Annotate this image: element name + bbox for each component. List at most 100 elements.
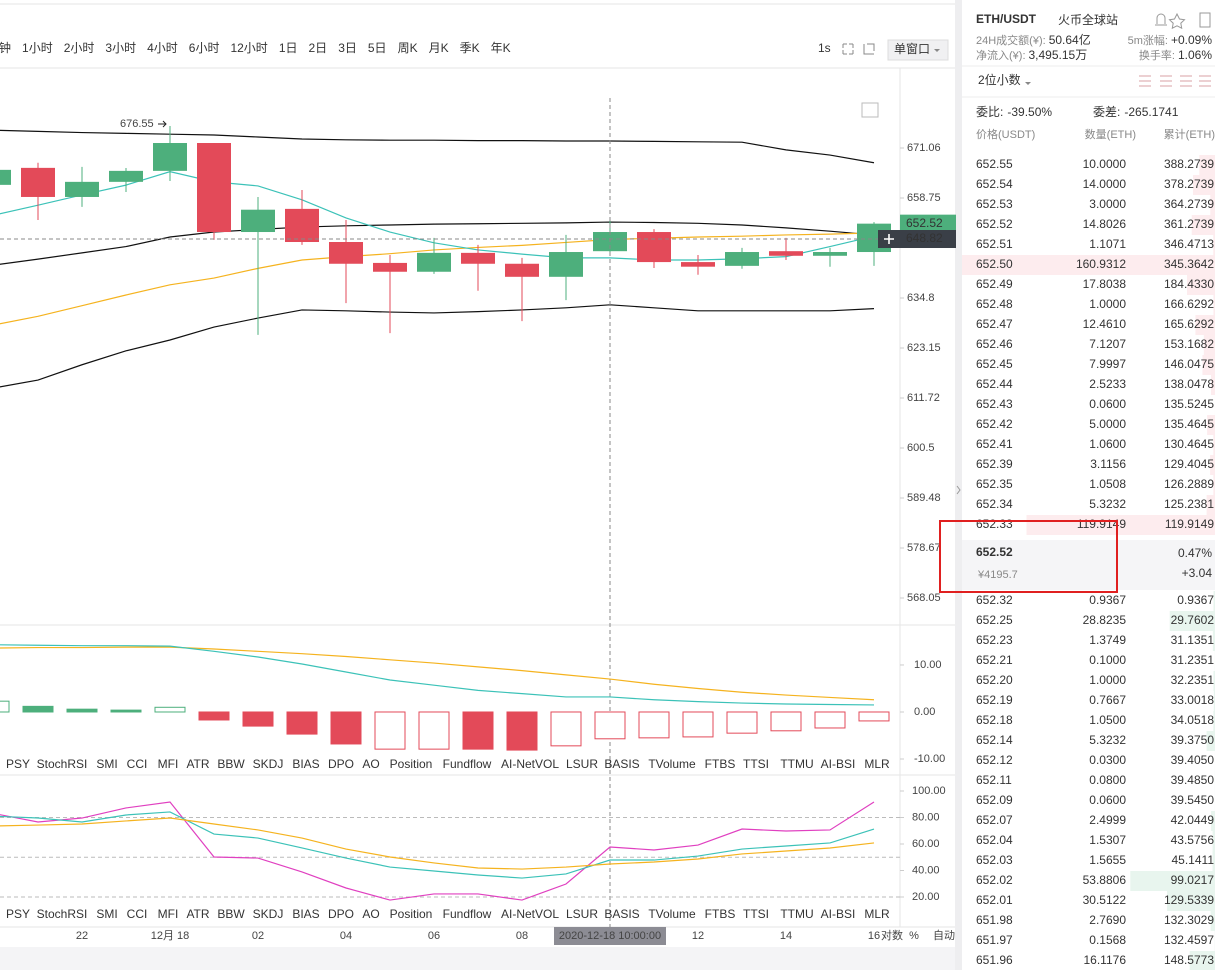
indicator-tab[interactable]: BASIS [604, 757, 639, 771]
indicator-tab[interactable]: SMI [96, 907, 117, 921]
scale-option[interactable]: 对数 [881, 928, 903, 942]
period-tab[interactable]: 钟 [0, 40, 11, 55]
quantity-cell: 5.0000 [1089, 417, 1126, 431]
view-icons[interactable] [1139, 75, 1211, 87]
crosshair-date-box [554, 927, 666, 945]
indicator-tab[interactable]: TTMU [780, 907, 813, 921]
indicator-tab[interactable]: DPO [328, 907, 354, 921]
period-tab[interactable]: 4小时 [147, 41, 178, 55]
depth-bar [1195, 315, 1215, 335]
quantity-cell: 0.7667 [1089, 693, 1126, 707]
period-tab[interactable]: 1小时 [22, 41, 53, 55]
period-tab[interactable]: 2日 [309, 41, 328, 55]
scale-option[interactable]: % [909, 930, 919, 942]
x-tick-label: 16 [868, 930, 880, 942]
indicator-tab[interactable]: PSY [6, 907, 30, 921]
y-tick-label: 10.00 [914, 659, 942, 671]
total-cell: 364.2739 [1164, 197, 1214, 211]
price-cell: 652.19 [976, 693, 1013, 707]
indicator-tab[interactable]: Position [390, 757, 433, 771]
indicator-tab[interactable]: TVolume [648, 907, 696, 921]
info-value: 3,495.15万 [1029, 48, 1088, 62]
total-cell: 146.0475 [1164, 357, 1214, 371]
quantity-cell: 0.0600 [1089, 793, 1126, 807]
period-tab[interactable]: 季K [460, 41, 480, 55]
depth-bar [1213, 591, 1215, 611]
period-tab[interactable]: 月K [429, 41, 449, 55]
period-tab[interactable]: 3小时 [105, 41, 136, 55]
indicator-tab[interactable]: FTBS [705, 907, 736, 921]
column-header: 价格(USDT) [976, 127, 1035, 141]
period-tab[interactable]: 1日 [279, 41, 298, 55]
indicator-tab[interactable]: TTSI [743, 757, 769, 771]
indicator-line [0, 817, 875, 870]
indicator-tab[interactable]: CCI [127, 907, 148, 921]
indicator-tab[interactable]: LSUR [566, 907, 598, 921]
x-tick-label: 12 [692, 930, 704, 942]
indicator-tab[interactable]: ATR [186, 757, 209, 771]
indicator-tab[interactable]: Fundflow [443, 757, 492, 771]
scale-option[interactable]: 自动 [933, 929, 955, 942]
indicator-tab[interactable]: AI-NetVOL [501, 907, 559, 921]
indicator-tab[interactable]: DPO [328, 757, 354, 771]
price-cell: 652.51 [976, 237, 1013, 251]
histogram-bar [770, 711, 802, 732]
indicator-tab[interactable]: ATR [186, 907, 209, 921]
indicator-tab[interactable]: BBW [217, 907, 245, 921]
period-tab[interactable]: 2小时 [64, 41, 95, 55]
toolbar-icons[interactable] [842, 43, 875, 55]
indicator-tab[interactable]: LSUR [566, 757, 598, 771]
indicator-tab[interactable]: StochRSI [37, 757, 88, 771]
indicator-tab[interactable]: Fundflow [443, 907, 492, 921]
precision-select[interactable]: 2位小数 [978, 72, 1021, 87]
period-tab[interactable]: 周K [398, 41, 418, 55]
high-label: 676.55 [120, 118, 154, 130]
period-tab[interactable]: 年K [491, 41, 511, 55]
indicator-tab[interactable]: TVolume [648, 757, 696, 771]
indicator-tab[interactable]: AO [362, 757, 379, 771]
candle-body [725, 252, 759, 266]
indicator-tab[interactable]: FTBS [705, 757, 736, 771]
indicator-tab[interactable]: SKDJ [253, 907, 284, 921]
indicator-tab[interactable]: MFI [158, 907, 179, 921]
indicator-tab[interactable]: TTSI [743, 907, 769, 921]
window-button[interactable] [887, 39, 949, 61]
total-cell: 45.1411 [1172, 853, 1215, 867]
indicator-tab[interactable]: AO [362, 907, 379, 921]
indicator-tab[interactable]: StochRSI [37, 907, 88, 921]
depth-bar [1211, 811, 1215, 831]
indicator-tab[interactable]: AI-BSI [821, 757, 856, 771]
price-cell: 652.35 [976, 477, 1013, 491]
indicator-tab[interactable]: TTMU [780, 757, 813, 771]
total-cell: 39.5450 [1171, 793, 1215, 807]
indicator-tab[interactable]: SKDJ [253, 757, 284, 771]
indicator-tab[interactable]: BBW [217, 757, 245, 771]
period-tab[interactable]: 6小时 [189, 41, 220, 55]
price-cell: 651.98 [976, 913, 1013, 927]
header-icons[interactable] [1155, 12, 1211, 30]
period-tab[interactable]: 12小时 [230, 41, 267, 55]
splitter[interactable] [955, 0, 962, 970]
quantity-cell: 12.4610 [1083, 317, 1127, 331]
indicator-tab[interactable]: AI-NetVOL [501, 757, 559, 771]
indicator-tab[interactable]: MLR [864, 907, 890, 921]
period-tab[interactable]: 5日 [368, 41, 387, 55]
indicator-tab[interactable]: Position [390, 907, 433, 921]
total-cell: 31.2351 [1171, 653, 1215, 667]
info-value: 1.06% [1178, 48, 1212, 62]
indicator-tab[interactable]: BASIS [604, 907, 639, 921]
price-cell: 652.07 [976, 813, 1013, 827]
indicator-tab[interactable]: CCI [127, 757, 148, 771]
indicator-tab[interactable]: MLR [864, 757, 890, 771]
info-label: 24H成交额(¥): [976, 33, 1046, 47]
indicator-tab[interactable]: BIAS [292, 907, 319, 921]
period-tab[interactable]: 3日 [338, 41, 357, 55]
expand-icon[interactable] [861, 102, 879, 118]
indicator-tab[interactable]: AI-BSI [821, 907, 856, 921]
indicator-tab[interactable]: MFI [158, 757, 179, 771]
refresh-rate[interactable]: 1s [818, 41, 831, 55]
indicator-tab[interactable]: PSY [6, 757, 30, 771]
indicator-tab[interactable]: BIAS [292, 757, 319, 771]
quantity-cell: 7.1207 [1089, 337, 1126, 351]
indicator-tab[interactable]: SMI [96, 757, 117, 771]
